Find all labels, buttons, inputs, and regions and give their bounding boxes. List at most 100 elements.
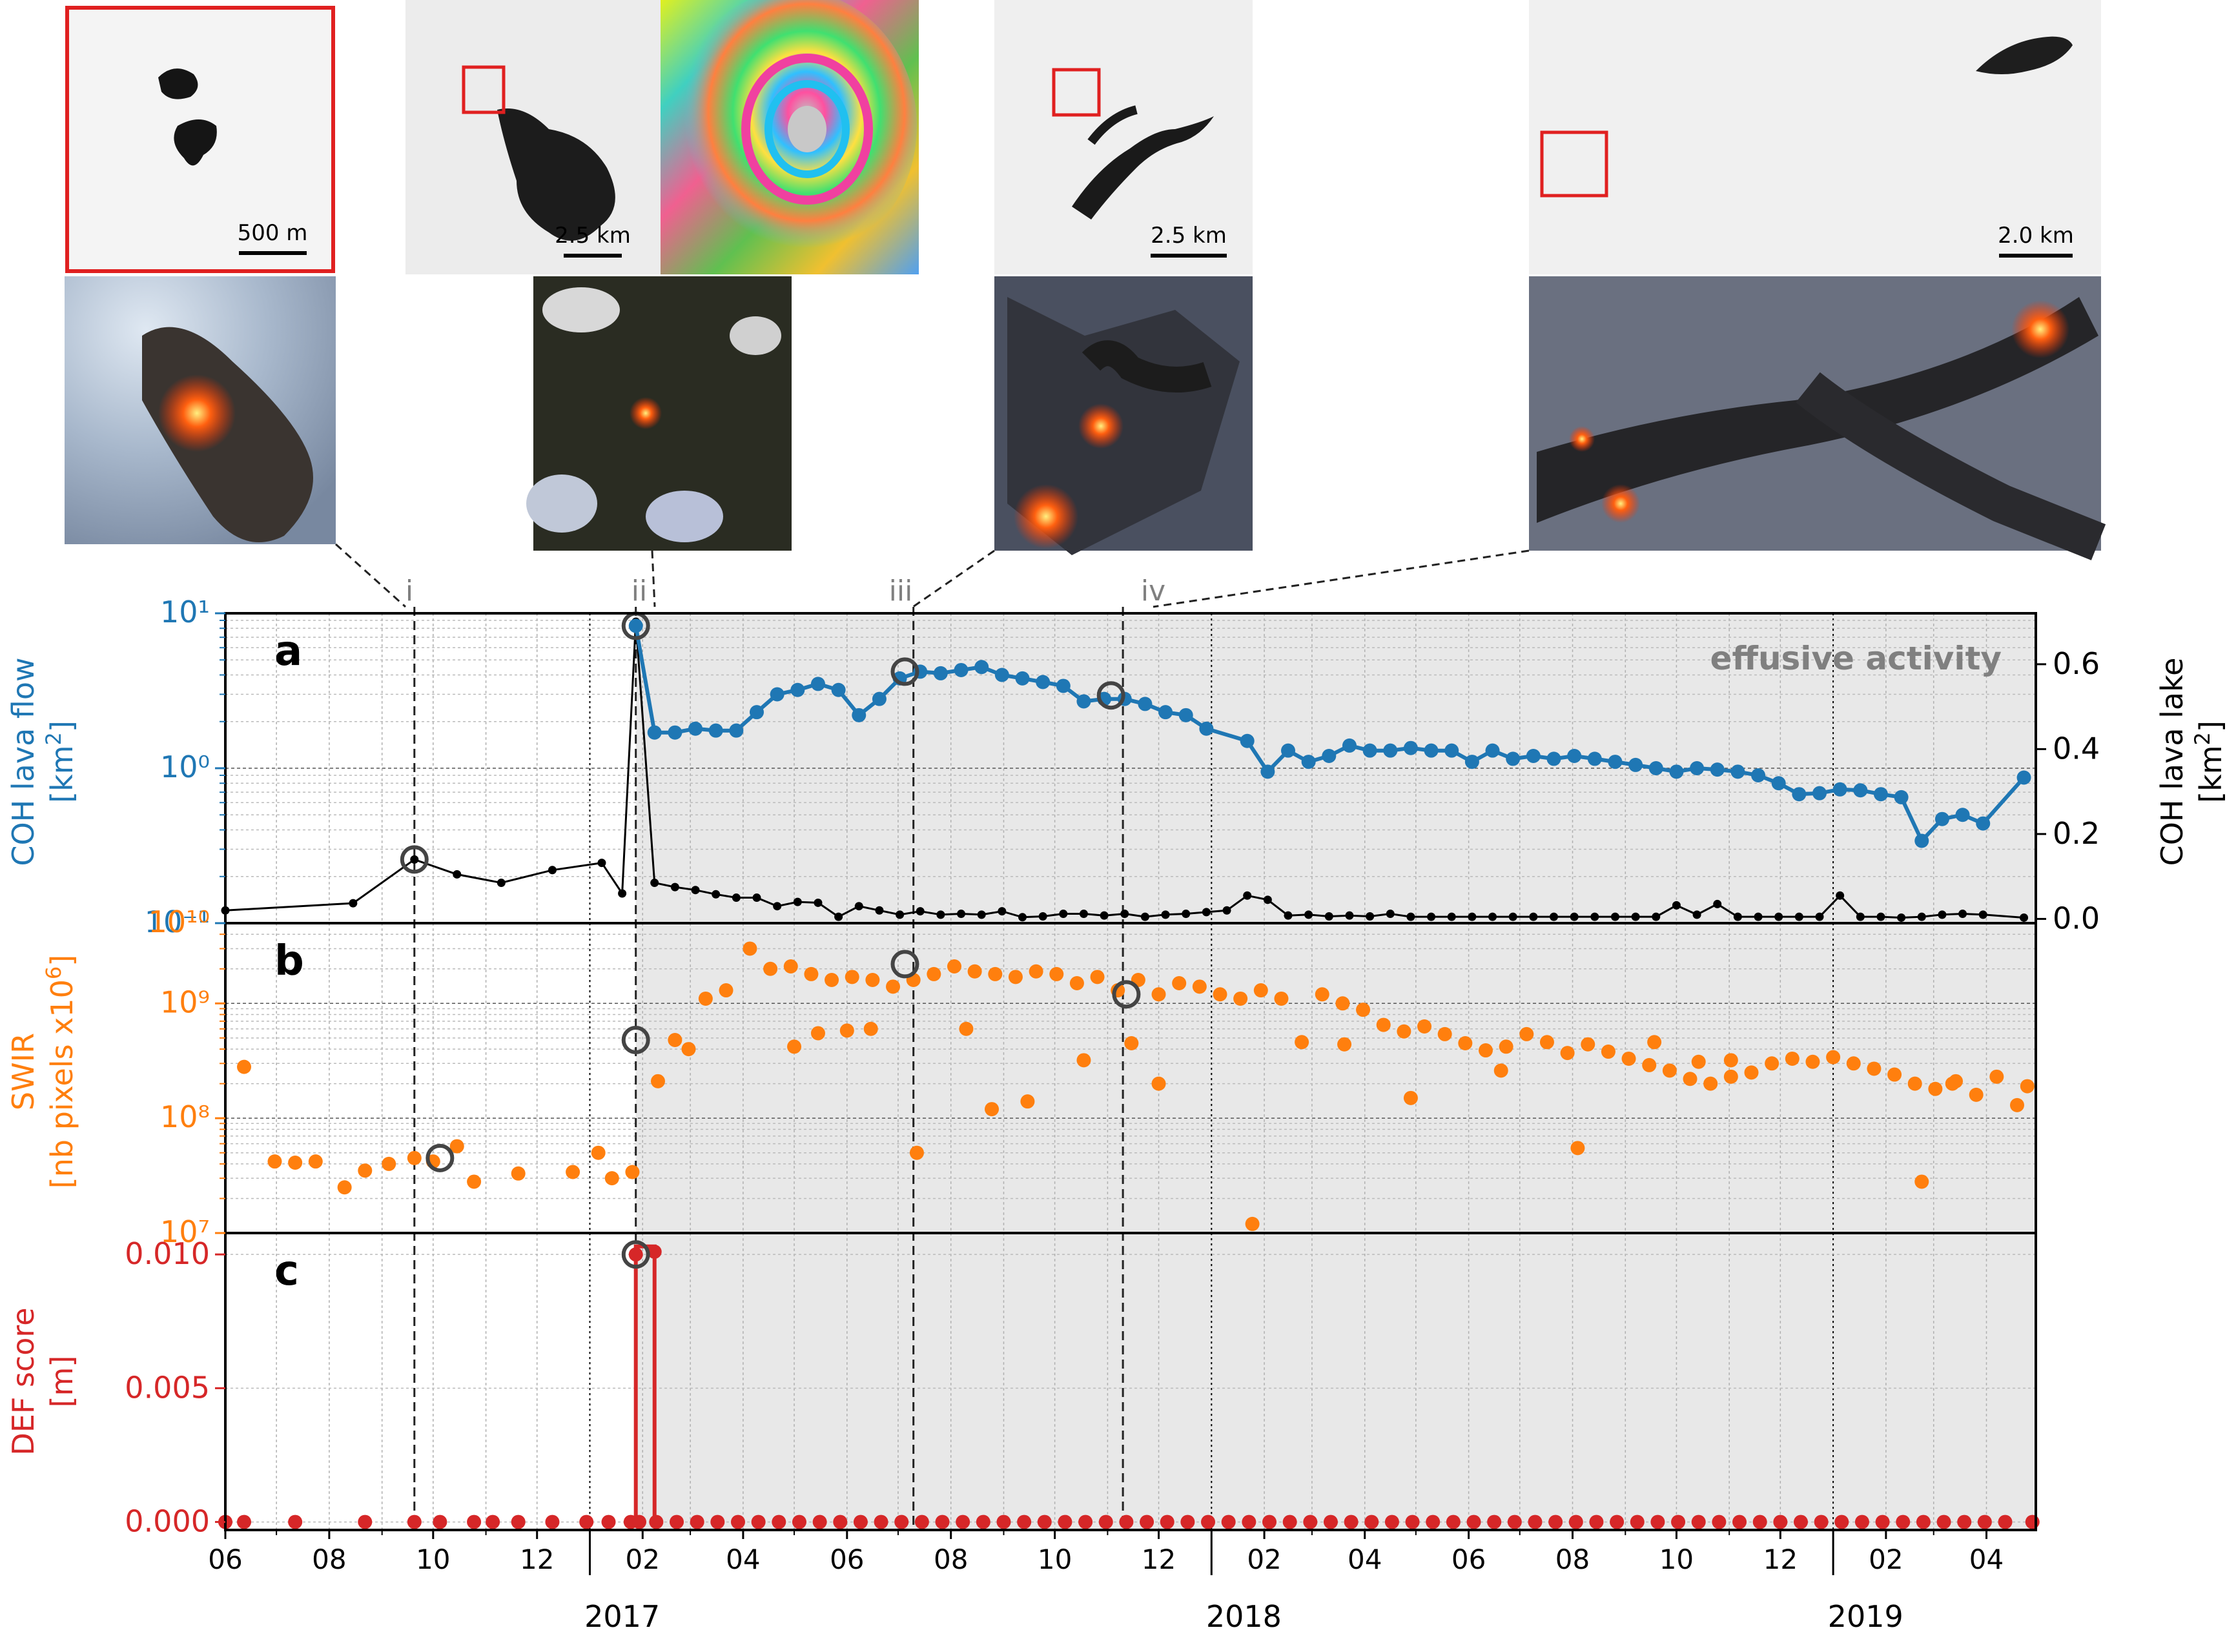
lava-lake-point [1774,912,1783,921]
scale-bar-4-label: 2.0 km [1998,223,2074,249]
lava-flow-point [1403,740,1418,755]
swir-point [1397,1024,1411,1039]
year-label: 2017 [584,1599,660,1634]
x-tick-label: 12 [520,1544,554,1575]
lava-lake-point [410,855,419,864]
x-tick-label: 04 [726,1544,760,1575]
lava-lake-point [752,893,761,902]
y-tick-label-c: 0.010 [125,1236,210,1271]
lava-lake-point [1631,912,1640,921]
lava-flow-point [628,618,643,633]
def-point [1221,1514,1236,1529]
swir-point [681,1042,696,1057]
swir-point [825,973,839,988]
def-point [772,1514,786,1529]
y-tick-label-b: 10⁸ [160,1099,210,1134]
def-point [601,1514,616,1529]
def-point [1037,1514,1052,1529]
def-point [1364,1514,1379,1529]
lava-flow-point [852,708,867,722]
highlight-circle [400,845,429,874]
sar-image-1: 500 m [65,6,335,273]
def-point [433,1514,447,1529]
lava-lake-point [618,889,627,898]
effusive-shade-c [635,1233,2036,1530]
swir-point [1570,1141,1585,1156]
lava-flow-point [1280,743,1295,758]
swir-point [845,970,859,984]
y-tick-label-b-top: 10¹⁰ [149,904,210,939]
swir-point [1907,1076,1922,1091]
swir-point [1539,1035,1554,1050]
lava-flow-point [729,723,744,738]
def-point [1896,1514,1911,1529]
swir-point [1499,1039,1513,1054]
swir-point [407,1150,422,1165]
def-point [1282,1514,1297,1529]
def-point [1957,1514,1972,1529]
lava-lake-point [1304,910,1313,919]
def-point [1323,1514,1338,1529]
panel-letter-a: a [274,627,302,675]
def-point [1691,1514,1706,1529]
x-tick-label: 08 [934,1544,968,1575]
swir-point [1928,1081,1943,1096]
lava-flow-point [1424,743,1439,758]
lava-lake-point [349,899,358,908]
y-tick-label-c: 0.005 [125,1370,210,1405]
highlight-circle [1096,681,1125,710]
lava-flow-point [1690,761,1705,775]
def-point [1017,1514,1032,1529]
lava-lake-point [1549,912,1558,921]
swir-point [1785,1051,1800,1066]
def-point [486,1514,500,1529]
swir-point [1519,1026,1534,1041]
scale-bar-1-label: 500 m [238,220,308,246]
def-point [545,1514,560,1529]
swir-point [1253,983,1268,998]
def-point [1568,1514,1583,1529]
lava-lake-point [773,902,782,911]
swir-point [1245,1216,1260,1231]
swir-point [959,1021,974,1036]
swir-point [1151,987,1166,1002]
lava-lake-point [2020,913,2029,922]
lava-flow-point [1342,738,1357,753]
swir-point [947,959,961,974]
highlight-circle [1112,980,1141,1009]
ylabel-a-left: COH lava flow [km2] [6,657,79,866]
lava-lake-point [814,898,823,907]
lava-flow-point [1056,678,1071,693]
x-tick-label: 04 [1348,1544,1382,1575]
y-tick-label-b: 10⁹ [160,984,210,1019]
lava-flow-point [1873,787,1888,802]
lava-lake-point [1794,912,1803,921]
lava-lake-point [1876,912,1885,921]
swir-point [1437,1026,1452,1041]
y-tick-label-a-left: 10⁰ [160,750,210,784]
swir-point [237,1059,252,1074]
swir-point [810,1026,825,1041]
lava-lake-point [548,866,557,875]
swir-point [604,1171,619,1186]
lava-lake-point [1958,910,1967,919]
lava-flow-point [1178,708,1193,722]
def-point [670,1514,684,1529]
swir-point [308,1154,323,1169]
def-point [1650,1514,1665,1529]
def-point [1610,1514,1625,1529]
swir-point [1826,1050,1841,1065]
swir-point [1723,1053,1738,1068]
connector-iv [1153,549,1530,608]
lava-flow-point [1608,755,1623,770]
def-point [579,1514,594,1529]
lava-lake-point [1938,910,1947,919]
lava-lake-point [1018,913,1027,922]
swir-point [1049,966,1064,981]
ylabel-b-line2: [nb pixels x106] [41,955,79,1188]
lava-flow-point [810,677,825,691]
lava-flow-point [1669,764,1684,779]
swir-point [1969,1087,1984,1102]
lava-lake-point [1243,891,1252,900]
lava-flow-point [1894,790,1909,804]
